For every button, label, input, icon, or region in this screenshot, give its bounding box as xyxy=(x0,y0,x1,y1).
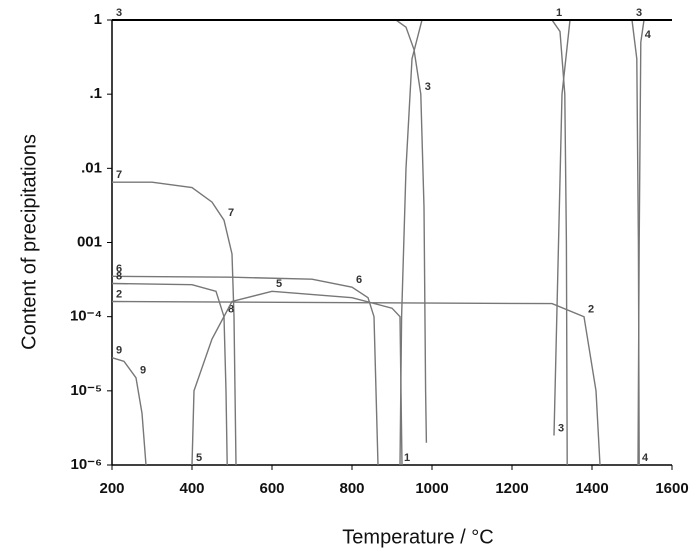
series-line xyxy=(111,357,147,466)
curve-label: 6 xyxy=(356,274,362,286)
x-tick-label: 1600 xyxy=(655,480,688,497)
series-line xyxy=(111,282,228,466)
curve-label: 4 xyxy=(642,452,649,464)
curve-label: 8 xyxy=(116,270,122,282)
x-tick-label: 400 xyxy=(179,480,204,497)
x-tick-label: 1000 xyxy=(415,480,448,497)
y-tick-label: 10⁻⁵ xyxy=(70,382,102,399)
curve-label: 1 xyxy=(556,7,562,19)
series-line xyxy=(637,19,672,466)
curve-label: 2 xyxy=(116,288,122,300)
curve-label: 4 xyxy=(645,29,652,41)
series-line xyxy=(111,300,601,466)
y-tick-label: 001 xyxy=(77,233,102,250)
x-tick-label: 1200 xyxy=(495,480,528,497)
y-tick-label: .1 xyxy=(89,85,102,102)
curve-label: 6 xyxy=(116,263,122,275)
x-tick-label: 600 xyxy=(259,480,284,497)
curve-label: 5 xyxy=(276,278,282,290)
series-line xyxy=(112,181,237,466)
curve-label: 9 xyxy=(140,365,146,377)
y-tick-label: 1 xyxy=(94,11,102,28)
series-line xyxy=(112,19,428,443)
curve-label: 9 xyxy=(116,345,122,357)
y-tick-label: 10⁻⁴ xyxy=(70,308,102,325)
x-tick-label: 1400 xyxy=(575,480,608,497)
y-tick-label: .01 xyxy=(81,159,102,176)
curve-label: 1 xyxy=(404,452,410,464)
curve-label: 8 xyxy=(228,304,234,316)
x-tick-label: 200 xyxy=(99,480,124,497)
curve-label: 7 xyxy=(116,169,122,181)
curve-label: 3 xyxy=(425,81,431,93)
curve-label: 3 xyxy=(116,7,122,19)
series-line xyxy=(111,275,379,466)
y-tick-label: 10⁻⁶ xyxy=(70,456,102,473)
y-axis-title: Content of precipitations xyxy=(18,134,40,350)
curve-label: 2 xyxy=(588,304,594,316)
curve-label: 3 xyxy=(636,7,642,19)
series-line xyxy=(191,290,403,466)
x-tick-label: 800 xyxy=(339,480,364,497)
curve-label: 3 xyxy=(558,422,564,434)
curve-label: 5 xyxy=(196,452,202,464)
x-axis-title: Temperature / °C xyxy=(342,526,493,548)
curve-label: 7 xyxy=(228,207,234,219)
